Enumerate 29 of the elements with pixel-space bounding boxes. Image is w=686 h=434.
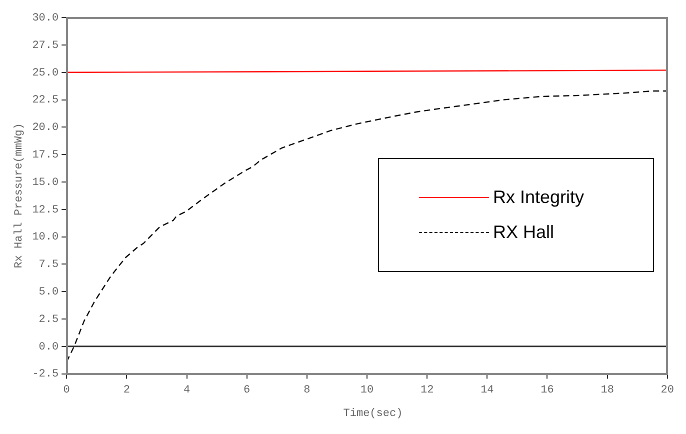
x-tick-label: 10: [360, 384, 374, 396]
y-tick-label: 17.5: [32, 150, 59, 162]
y-tick-label: 25.0: [32, 67, 59, 80]
x-tick-label: 16: [540, 384, 554, 396]
y-tick-label: 10.0: [32, 232, 59, 244]
x-tick-label: 12: [420, 384, 434, 396]
y-axis-title: Rx Hall Pressure(mmWg): [14, 123, 26, 268]
y-tick-label: 15.0: [32, 176, 59, 189]
y-tick-label: 20.0: [32, 122, 59, 134]
x-axis-title: Time(sec): [342, 408, 404, 420]
x-tick-label: 8: [304, 384, 310, 396]
y-tick-label: 27.5: [32, 40, 59, 52]
x-tick-label: 4: [183, 384, 190, 396]
x-tick-label: 2: [123, 384, 130, 396]
y-tick-label: 0.0: [38, 341, 59, 354]
y-tick-label: 7.5: [38, 259, 59, 272]
x-tick-label: 18: [600, 384, 614, 396]
x-tick-label: 20: [660, 384, 674, 396]
x-tick-label: 0: [63, 384, 70, 396]
y-tick-label: 5.0: [38, 286, 59, 299]
y-tick-label: -2.5: [32, 368, 59, 381]
x-tick-label: 6: [244, 384, 250, 396]
y-tick-label: 30.0: [32, 12, 59, 25]
legend-label: RX Hall: [493, 222, 554, 243]
y-tick-label: 12.5: [32, 204, 59, 216]
legend-label: Rx Integrity: [493, 187, 584, 208]
y-tick-label: 2.5: [38, 314, 59, 326]
x-tick-label: 14: [480, 384, 494, 396]
y-tick-label: 22.5: [32, 94, 59, 107]
